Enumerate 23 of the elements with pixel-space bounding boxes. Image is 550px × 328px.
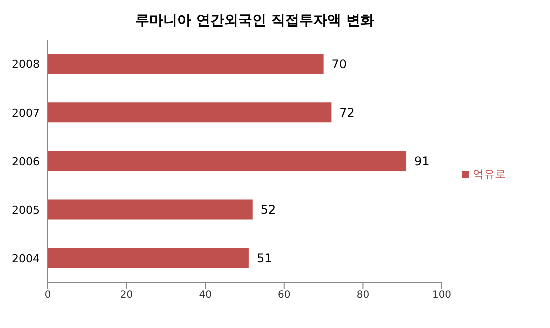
bar xyxy=(48,200,253,220)
x-tick-label: 40 xyxy=(199,290,212,302)
data-label: 52 xyxy=(260,203,276,218)
bar xyxy=(48,54,324,74)
data-label: 72 xyxy=(340,106,355,120)
y-tick-label: 2006 xyxy=(12,155,40,168)
x-tick-label: 60 xyxy=(278,290,291,302)
bar xyxy=(48,151,407,172)
legend-label: 억유로 xyxy=(473,168,506,180)
x-tick-label: 80 xyxy=(356,290,370,302)
chart-title: 루마니아 연간외국인 직접투자액 변화 xyxy=(134,12,376,30)
bar xyxy=(48,248,249,268)
x-tick-label: 20 xyxy=(120,290,134,302)
y-tick-label: 2005 xyxy=(12,204,40,218)
data-label: 70 xyxy=(332,57,348,72)
data-label: 91 xyxy=(414,154,430,168)
x-tick-label: 0 xyxy=(44,290,52,302)
y-tick-label: 2004 xyxy=(12,252,40,266)
data-label: 51 xyxy=(256,252,272,266)
bar xyxy=(48,102,332,123)
y-tick-label: 2008 xyxy=(12,58,40,72)
x-tick-label: 100 xyxy=(432,290,452,302)
y-tick-label: 2007 xyxy=(12,106,40,120)
